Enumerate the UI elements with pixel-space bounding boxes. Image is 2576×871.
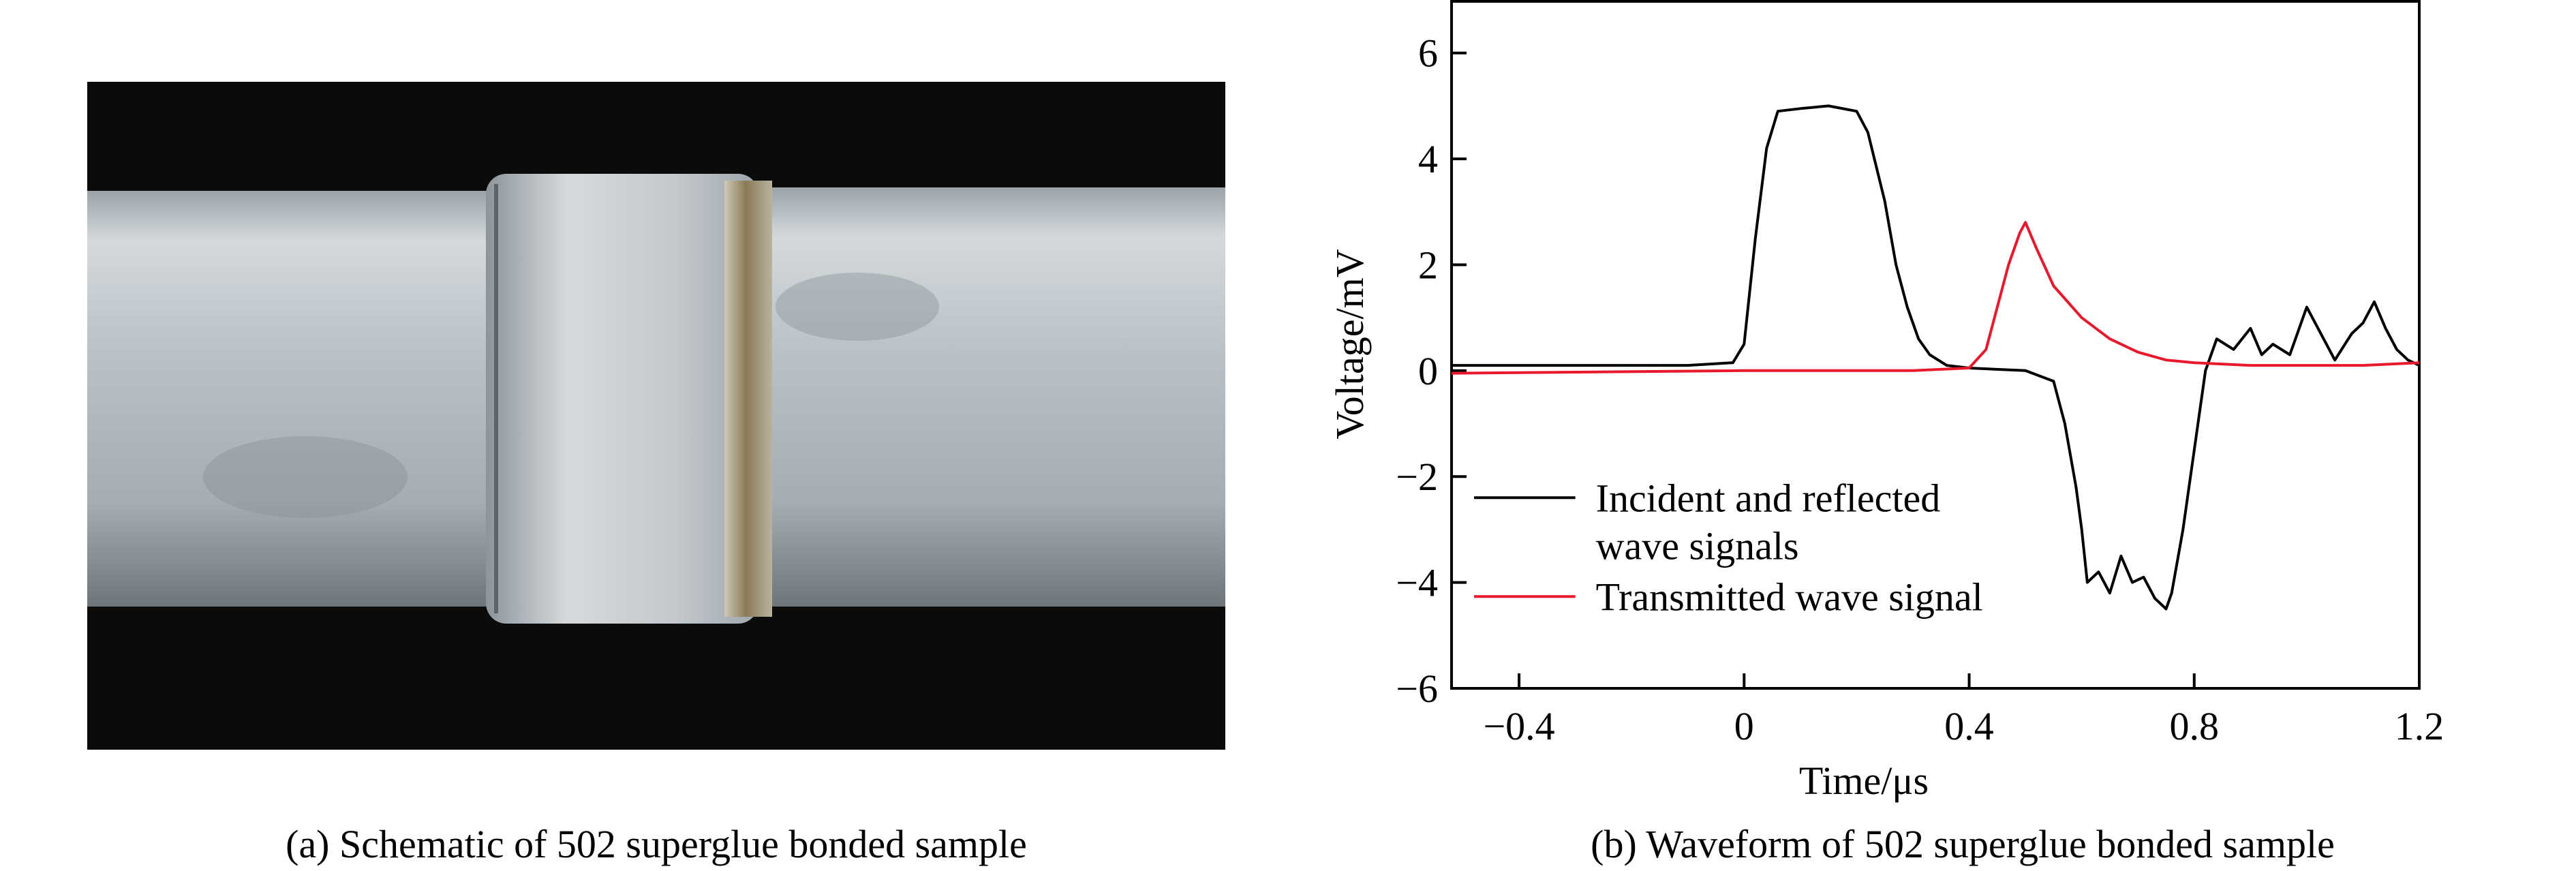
- x-tick-label: 0.4: [1944, 704, 1994, 748]
- caption-b: (b) Waveform of 502 superglue bonded sam…: [1591, 822, 2335, 866]
- sleeve: [486, 174, 758, 624]
- plot-area: [1450, 0, 2421, 690]
- pipe-spot: [203, 436, 408, 518]
- legend-label-0: wave signals: [1596, 523, 1799, 568]
- y-tick-label: −4: [1396, 561, 1438, 605]
- y-tick-label: 6: [1418, 31, 1438, 76]
- x-tick-label: −0.4: [1483, 704, 1554, 748]
- y-tick-label: 0: [1418, 349, 1438, 393]
- legend-label-1: Transmitted wave signal: [1596, 575, 1983, 619]
- y-tick-label: 2: [1418, 243, 1438, 287]
- caption-a: (a) Schematic of 502 superglue bonded sa…: [286, 822, 1027, 866]
- x-tick-label: 0.8: [2170, 704, 2220, 748]
- series-line-0: [1452, 104, 2420, 611]
- waveform-chart: −0.4 0 0.4 0.8 1.2 −6 −4 −2 0 2 4 6 Incident and re…: [1328, 0, 2444, 803]
- bonded-sample-photo: [87, 82, 1225, 750]
- y-tick-label: 4: [1418, 137, 1438, 181]
- series-lines: [1451, 104, 2420, 611]
- legend-label-0: Incident and reflected: [1596, 476, 1941, 520]
- y-axis-label: Voltage/mV: [1328, 249, 1372, 439]
- y-tick-label: −2: [1396, 455, 1438, 499]
- x-axis-label: Time/μs: [1799, 759, 1929, 803]
- series-line-1: [1451, 221, 2420, 375]
- x-tick-label: 0: [1734, 704, 1754, 748]
- plot-frame: [1450, 0, 2421, 690]
- left-pipe: [87, 191, 564, 607]
- axis-ticks: −0.4 0 0.4 0.8 1.2 −6 −4 −2 0 2 4 6: [1396, 31, 2444, 748]
- pipe-spot: [776, 273, 939, 341]
- x-tick-label: 1.2: [2395, 704, 2444, 748]
- glue-line: [724, 181, 772, 617]
- y-tick-label: −6: [1396, 667, 1438, 711]
- right-pipe: [769, 187, 1225, 607]
